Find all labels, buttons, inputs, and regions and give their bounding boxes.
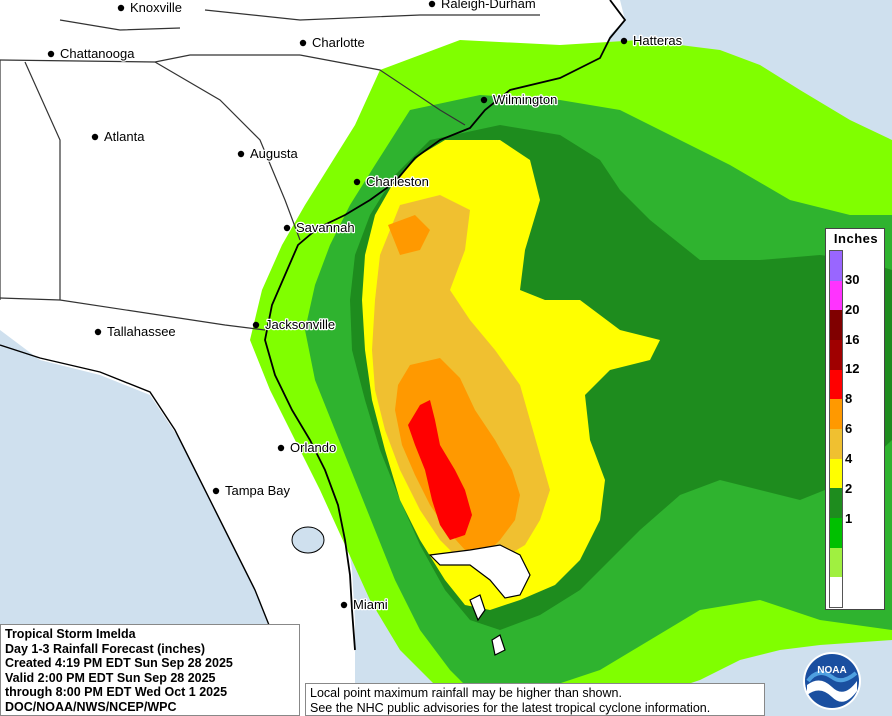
- city-markers: Knoxville Raleigh-Durham Chattanooga Charlo…: [47, 0, 684, 613]
- city-label: Charlotte: [312, 35, 365, 50]
- city-dot: [340, 601, 348, 609]
- city-label: Tallahassee: [107, 324, 176, 339]
- legend-title: Inches: [833, 231, 879, 246]
- legend-tick-label: 20: [845, 301, 860, 317]
- city-dot: [212, 487, 220, 495]
- legend-colorbar: [829, 250, 843, 608]
- legend-tick-label: 30: [845, 271, 860, 287]
- legend-tick-label: 16: [845, 331, 860, 347]
- city-label: Jacksonville: [265, 317, 335, 332]
- valid-start: Valid 2:00 PM EDT Sun Sep 28 2025: [5, 670, 216, 685]
- gulf-coastline: [0, 344, 286, 681]
- lake-okeechobee: [291, 526, 325, 554]
- created-time: Created 4:19 PM EDT Sun Sep 28 2025: [5, 656, 233, 671]
- forecast-title: Day 1-3 Rainfall Forecast (inches): [5, 641, 206, 656]
- city-label: Chattanooga: [60, 46, 135, 61]
- legend-tick-label: 6: [845, 421, 853, 436]
- city-dot: [117, 4, 125, 12]
- city-dot: [91, 133, 99, 141]
- city-label: Wilmington: [493, 92, 557, 107]
- city-label: Charleston: [366, 174, 429, 189]
- city-dot: [47, 50, 55, 58]
- legend-tick-label: 8: [845, 391, 853, 407]
- legend-color-segment: [830, 251, 842, 281]
- city-label: Orlando: [290, 440, 336, 455]
- city-label: Atlanta: [104, 129, 145, 144]
- legend-color-segment: [830, 340, 842, 370]
- city-dot: [480, 96, 488, 104]
- city-label: Augusta: [250, 146, 298, 161]
- rain-band-7: [408, 400, 472, 540]
- legend-color-segment: [830, 310, 842, 341]
- coastline: [264, 0, 627, 651]
- agency-credit: DOC/NOAA/NWS/NCEP/WPC: [5, 699, 177, 714]
- legend-tick-label: 12: [845, 361, 860, 377]
- disclaimer-line-1: Local point maximum rainfall may be high…: [310, 686, 622, 700]
- city-label: Tampa Bay: [225, 483, 291, 498]
- state-borders: [0, 9, 540, 331]
- disclaimer-box: Local point maximum rainfall may be high…: [305, 683, 765, 716]
- city-dot: [283, 224, 291, 232]
- valid-end: through 8:00 PM EDT Wed Oct 1 2025: [5, 685, 228, 700]
- city-dot: [237, 150, 245, 158]
- city-label: Knoxville: [130, 0, 182, 15]
- disclaimer-line-2: See the NHC public advisories for the la…: [310, 700, 711, 715]
- city-label: Miami: [353, 597, 388, 612]
- city-dot: [620, 37, 628, 45]
- noaa-logo-text: NOAA: [817, 665, 846, 676]
- rainfall-legend: Inches 30 20 16 12 8 6 4 2 1: [825, 228, 885, 610]
- city-dot: [252, 321, 260, 329]
- legend-color-segment: [830, 280, 842, 311]
- legend-color-segment: [830, 518, 842, 548]
- legend-color-segment: [830, 399, 842, 430]
- forecast-info-box: Tropical Storm Imelda Day 1-3 Rainfall F…: [0, 624, 300, 716]
- rain-band-6: [388, 215, 520, 555]
- legend-color-segment: [830, 577, 842, 608]
- noaa-logo: NOAA: [803, 652, 861, 710]
- bahamas: [428, 544, 531, 656]
- legend-color-segment: [830, 429, 842, 459]
- city-dot: [277, 444, 285, 452]
- legend-tick-label: 4: [845, 450, 853, 466]
- legend-color-segment: [830, 547, 842, 578]
- legend-tick-label: 2: [845, 480, 853, 496]
- city-dot: [353, 178, 361, 186]
- city-label: Hatteras: [633, 33, 683, 48]
- city-dot: [299, 39, 307, 47]
- legend-color-segment: [830, 369, 842, 400]
- legend-tick-label: 1: [845, 510, 853, 526]
- land: [0, 0, 625, 716]
- city-label: Raleigh-Durham: [441, 0, 536, 11]
- city-label: Savannah: [296, 220, 355, 235]
- legend-color-segment: [830, 458, 842, 489]
- legend-color-segment: [830, 488, 842, 519]
- gulf-water: [0, 345, 290, 716]
- city-dot: [428, 0, 436, 8]
- city-dot: [94, 328, 102, 336]
- storm-name: Tropical Storm Imelda: [5, 627, 136, 641]
